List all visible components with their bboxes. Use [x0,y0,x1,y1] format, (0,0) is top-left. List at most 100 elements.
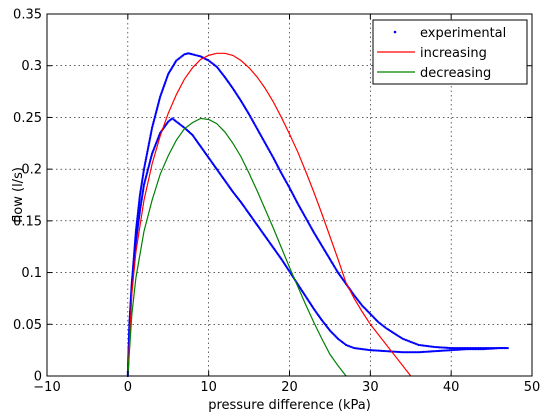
x-tick-label: 10 [200,380,217,395]
experimental-point [419,344,422,347]
experimental-point [466,348,469,351]
experimental-point [456,346,459,350]
experimental-point [383,349,386,353]
experimental-point [406,351,409,354]
experimental-point [142,188,145,191]
experimental-point [433,345,437,349]
experimental-point [372,349,375,352]
experimental-point [448,346,451,350]
series-line-increasing [127,52,412,377]
experimental-point [438,349,441,352]
experimental-point [435,349,438,353]
experimental-point [140,182,143,185]
experimental-point [138,193,142,197]
experimental-point [480,348,483,351]
experimental-point [506,346,509,350]
experimental-point [471,348,474,351]
experimental-point [467,348,471,351]
experimental-point [417,343,420,347]
experimental-point [408,351,411,354]
y-tick-label: 0.35 [13,8,42,23]
legend-label-experimental: experimental [420,26,506,41]
legend: experimental increasing decreasing [372,19,528,85]
experimental-point [378,349,382,352]
experimental-point [461,348,464,351]
x-tick-label: 50 [524,380,541,395]
experimental-point [424,344,427,347]
experimental-point [140,180,144,184]
experimental-point [496,347,500,350]
experimental-point [488,347,492,350]
experimental-point [479,348,482,351]
experimental-point [134,240,138,243]
experimental-point [139,204,142,207]
experimental-point [403,351,406,354]
experimental-point [425,344,429,348]
experimental-point [141,193,144,196]
experimental-point [441,349,445,352]
experimental-point [446,346,450,349]
experimental-point [438,346,441,349]
experimental-point [485,347,488,351]
experimental-point [141,177,144,180]
experimental-point [503,346,506,350]
experimental-point [409,351,412,354]
experimental-point [433,350,437,353]
experimental-point [453,348,456,352]
experimental-point [437,346,440,349]
experimental-point [487,347,490,350]
experimental-point [377,349,380,352]
experimental-point [356,347,359,350]
experimental-point [432,345,435,348]
experimental-point [388,350,391,353]
experimental-point [134,246,137,250]
experimental-point [500,346,503,350]
experimental-point [464,348,467,351]
experimental-point [417,351,420,354]
experimental-point [440,346,443,349]
experimental-point [142,169,145,172]
experimental-point [419,351,422,354]
experimental-point [459,348,462,351]
experimental-point [425,350,429,353]
series-experimental [126,52,509,378]
experimental-point [416,351,419,354]
experimental-point [429,350,432,353]
experimental-point [140,196,144,199]
experimental-point [412,351,416,354]
experimental-point [422,350,425,354]
experimental-point [424,350,427,353]
experimental-point [141,176,144,179]
experimental-point [134,243,137,246]
y-tick-label: 0.15 [13,214,42,229]
y-axis-label: flow (l/s) [11,167,26,223]
y-tick-label: 0.25 [13,111,42,126]
experimental-point [141,179,144,182]
experimental-point [134,245,137,248]
experimental-point [432,350,435,353]
experimental-point [454,348,458,351]
experimental-point [495,347,498,350]
experimental-point [435,346,438,349]
experimental-point [140,198,143,201]
experimental-point [492,347,495,350]
experimental-point [420,350,424,354]
experimental-point [450,349,453,352]
legend-label-increasing: increasing [420,46,487,61]
experimental-point [427,350,430,353]
experimental-point [422,344,425,347]
experimental-point [414,351,417,354]
experimental-point [393,350,396,353]
experimental-point [141,194,144,198]
experimental-point [362,348,365,351]
experimental-point [420,344,424,347]
experimental-point [366,348,369,351]
y-tick-label: 0.2 [21,163,42,178]
experimental-point [498,346,501,350]
y-tick-label: 0 [34,370,42,385]
x-tick-label: −10 [33,380,60,395]
experimental-point [404,351,407,354]
experimental-point [382,349,385,353]
experimental-point [399,351,403,354]
